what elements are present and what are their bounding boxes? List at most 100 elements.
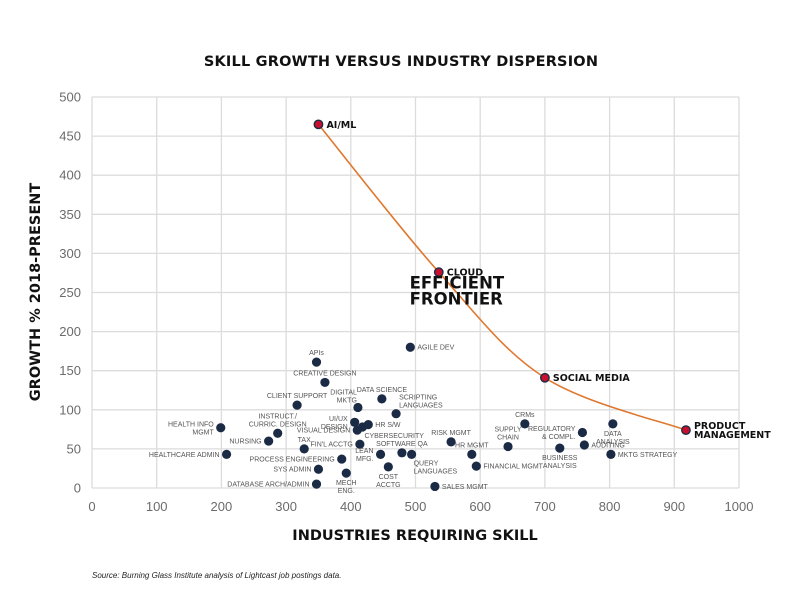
frontier-marker xyxy=(681,425,691,436)
point-label: SALES MGMT xyxy=(442,484,489,491)
point-label-line: UI/UX xyxy=(329,416,348,423)
point-marker xyxy=(579,440,589,450)
x-tick-label: 1000 xyxy=(725,499,754,514)
point-marker xyxy=(264,436,274,446)
data-point: HEALTH INFO MGMT xyxy=(168,421,226,436)
point-label-line: SALES MGMT xyxy=(442,484,489,491)
x-tick-labels: 0 100 200 300 400 500 600 700 800 900 1000 xyxy=(88,499,753,514)
point-label-line: NURSING xyxy=(229,439,261,446)
x-tick-label: 900 xyxy=(663,499,685,514)
point-label-line: HEALTH INFO xyxy=(168,421,214,428)
point-marker xyxy=(299,444,309,454)
point-label: DATA SCIENCE xyxy=(357,387,408,394)
point-label-line: LANGUAGES xyxy=(414,468,458,475)
x-tick-label: 700 xyxy=(534,499,556,514)
annotation-text: EFFICIENT FRONTIER xyxy=(410,274,505,309)
data-point: AUDITING xyxy=(579,440,625,450)
data-point: UI/UX DESIGN xyxy=(321,416,360,431)
y-tick-labels: 0 50 100 150 200 250 300 350 400 450 500 xyxy=(59,90,81,496)
point-marker xyxy=(577,427,588,438)
point-label-line: DATABASE ARCH/ADMIN xyxy=(227,482,309,489)
point-marker xyxy=(311,357,322,367)
data-point: INSTRUCT./CURRIC. DESIGN xyxy=(249,413,307,438)
x-tick-label: 0 xyxy=(88,499,95,514)
frontier-label: CLOUD xyxy=(447,268,483,279)
point-label-line: REGULATORY xyxy=(528,426,576,433)
point-label: SOFTWARE QA xyxy=(376,441,428,448)
data-point: DATA SCIENCE xyxy=(357,387,408,404)
frontier-marker xyxy=(433,267,444,278)
frontier-points: AI/ML CLOUD SOCIAL MEDIA PRODUCT MANAGEMENT xyxy=(313,119,771,441)
frontier-marker xyxy=(313,119,324,130)
point-label-line: FINANCIAL MGMT xyxy=(483,464,543,471)
point-label-line: SUPPLY xyxy=(494,427,521,434)
point-label: CREATIVE DESIGN xyxy=(293,370,356,377)
y-tick-label: 0 xyxy=(74,481,81,496)
point-label-line: & COMPL. xyxy=(542,434,576,441)
chart-title: SKILL GROWTH VERSUS INDUSTRY DISPERSION xyxy=(203,54,599,70)
point-label: HEALTH INFO MGMT xyxy=(168,421,214,436)
point-label-line: COST xyxy=(379,474,399,481)
point-label: QUERY LANGUAGES xyxy=(414,460,458,475)
data-point: CYBERSECURITY xyxy=(357,422,424,440)
y-tick-label: 300 xyxy=(59,246,81,261)
point-label-line: HEALTHCARE ADMIN xyxy=(149,452,220,459)
y-axis-label: GROWTH % 2018-PRESENT xyxy=(28,183,44,402)
point-marker xyxy=(555,443,565,453)
point-marker xyxy=(337,454,347,464)
data-point: APIs xyxy=(309,350,324,367)
x-tick-label: 400 xyxy=(340,499,362,514)
point-label-line: LANGUAGES xyxy=(399,403,443,410)
point-label-line: SCRIPTING xyxy=(399,395,437,402)
point-marker xyxy=(320,377,330,388)
point-marker xyxy=(397,448,407,458)
point-label-line: CYBERSECURITY xyxy=(364,433,424,440)
frontier-label-line: CLOUD xyxy=(447,268,483,279)
frontier-point: PRODUCT MANAGEMENT xyxy=(681,421,771,441)
x-tick-label: 500 xyxy=(405,499,427,514)
point-label: DATABASE ARCH/ADMIN xyxy=(227,482,309,489)
point-label-line: CLIENT SUPPORT xyxy=(267,393,328,400)
point-label: CYBERSECURITY xyxy=(364,433,424,440)
y-tick-label: 350 xyxy=(59,207,81,222)
point-label: RISK MGMT xyxy=(431,430,471,437)
frontier-label: SOCIAL MEDIA xyxy=(553,373,631,384)
point-label: VISUAL DESIGN xyxy=(297,428,350,435)
point-label-line: DESIGN xyxy=(321,424,348,431)
point-marker xyxy=(221,449,232,459)
point-label: SCRIPTING LANGUAGES xyxy=(399,395,443,410)
point-marker xyxy=(606,449,616,459)
point-label: SYS ADMIN xyxy=(273,467,311,474)
frontier-label-line: MANAGEMENT xyxy=(694,430,771,441)
point-label-line: ACCTG xyxy=(376,482,401,489)
point-marker xyxy=(311,479,322,489)
point-label-line: SYS ADMIN xyxy=(273,467,311,474)
data-point: SALES MGMT xyxy=(430,481,489,492)
data-point: CLIENT SUPPORT xyxy=(267,393,328,410)
point-label-line: HR MGMT xyxy=(455,442,489,449)
point-label: FINANCIAL MGMT xyxy=(483,464,543,471)
data-point: TAX xyxy=(298,437,311,454)
efficient-frontier-annotation: EFFICIENT FRONTIER xyxy=(410,274,505,309)
data-point: FINANCIAL MGMT xyxy=(471,461,544,471)
point-marker xyxy=(430,481,440,492)
point-label: CLIENT SUPPORT xyxy=(267,393,328,400)
frontier-label: PRODUCT MANAGEMENT xyxy=(694,421,771,441)
point-label-line: AGILE DEV xyxy=(417,345,454,352)
point-marker xyxy=(471,461,481,471)
point-label: AGILE DEV xyxy=(417,345,454,352)
point-marker xyxy=(292,400,302,410)
point-label-line: MGMT xyxy=(192,429,214,436)
frontier-label-line: PRODUCT xyxy=(694,421,746,432)
data-point: HR MGMT xyxy=(455,442,489,459)
point-label-line: SOFTWARE QA xyxy=(376,441,428,448)
data-point: DATABASE ARCH/ADMIN xyxy=(227,479,322,489)
frontier-point: AI/ML xyxy=(313,119,356,131)
point-label: APIs xyxy=(309,350,324,357)
point-label-line: INSTRUCT./ xyxy=(258,413,297,420)
point-label-line: ANALYSIS xyxy=(543,463,577,470)
point-label-line: PROCESS ENGINEERING xyxy=(250,457,335,464)
point-label-line: AUDITING xyxy=(591,442,624,449)
point-label: PROCESS ENGINEERING xyxy=(250,457,335,464)
point-label: BUSINESS ANALYSIS xyxy=(542,455,578,470)
